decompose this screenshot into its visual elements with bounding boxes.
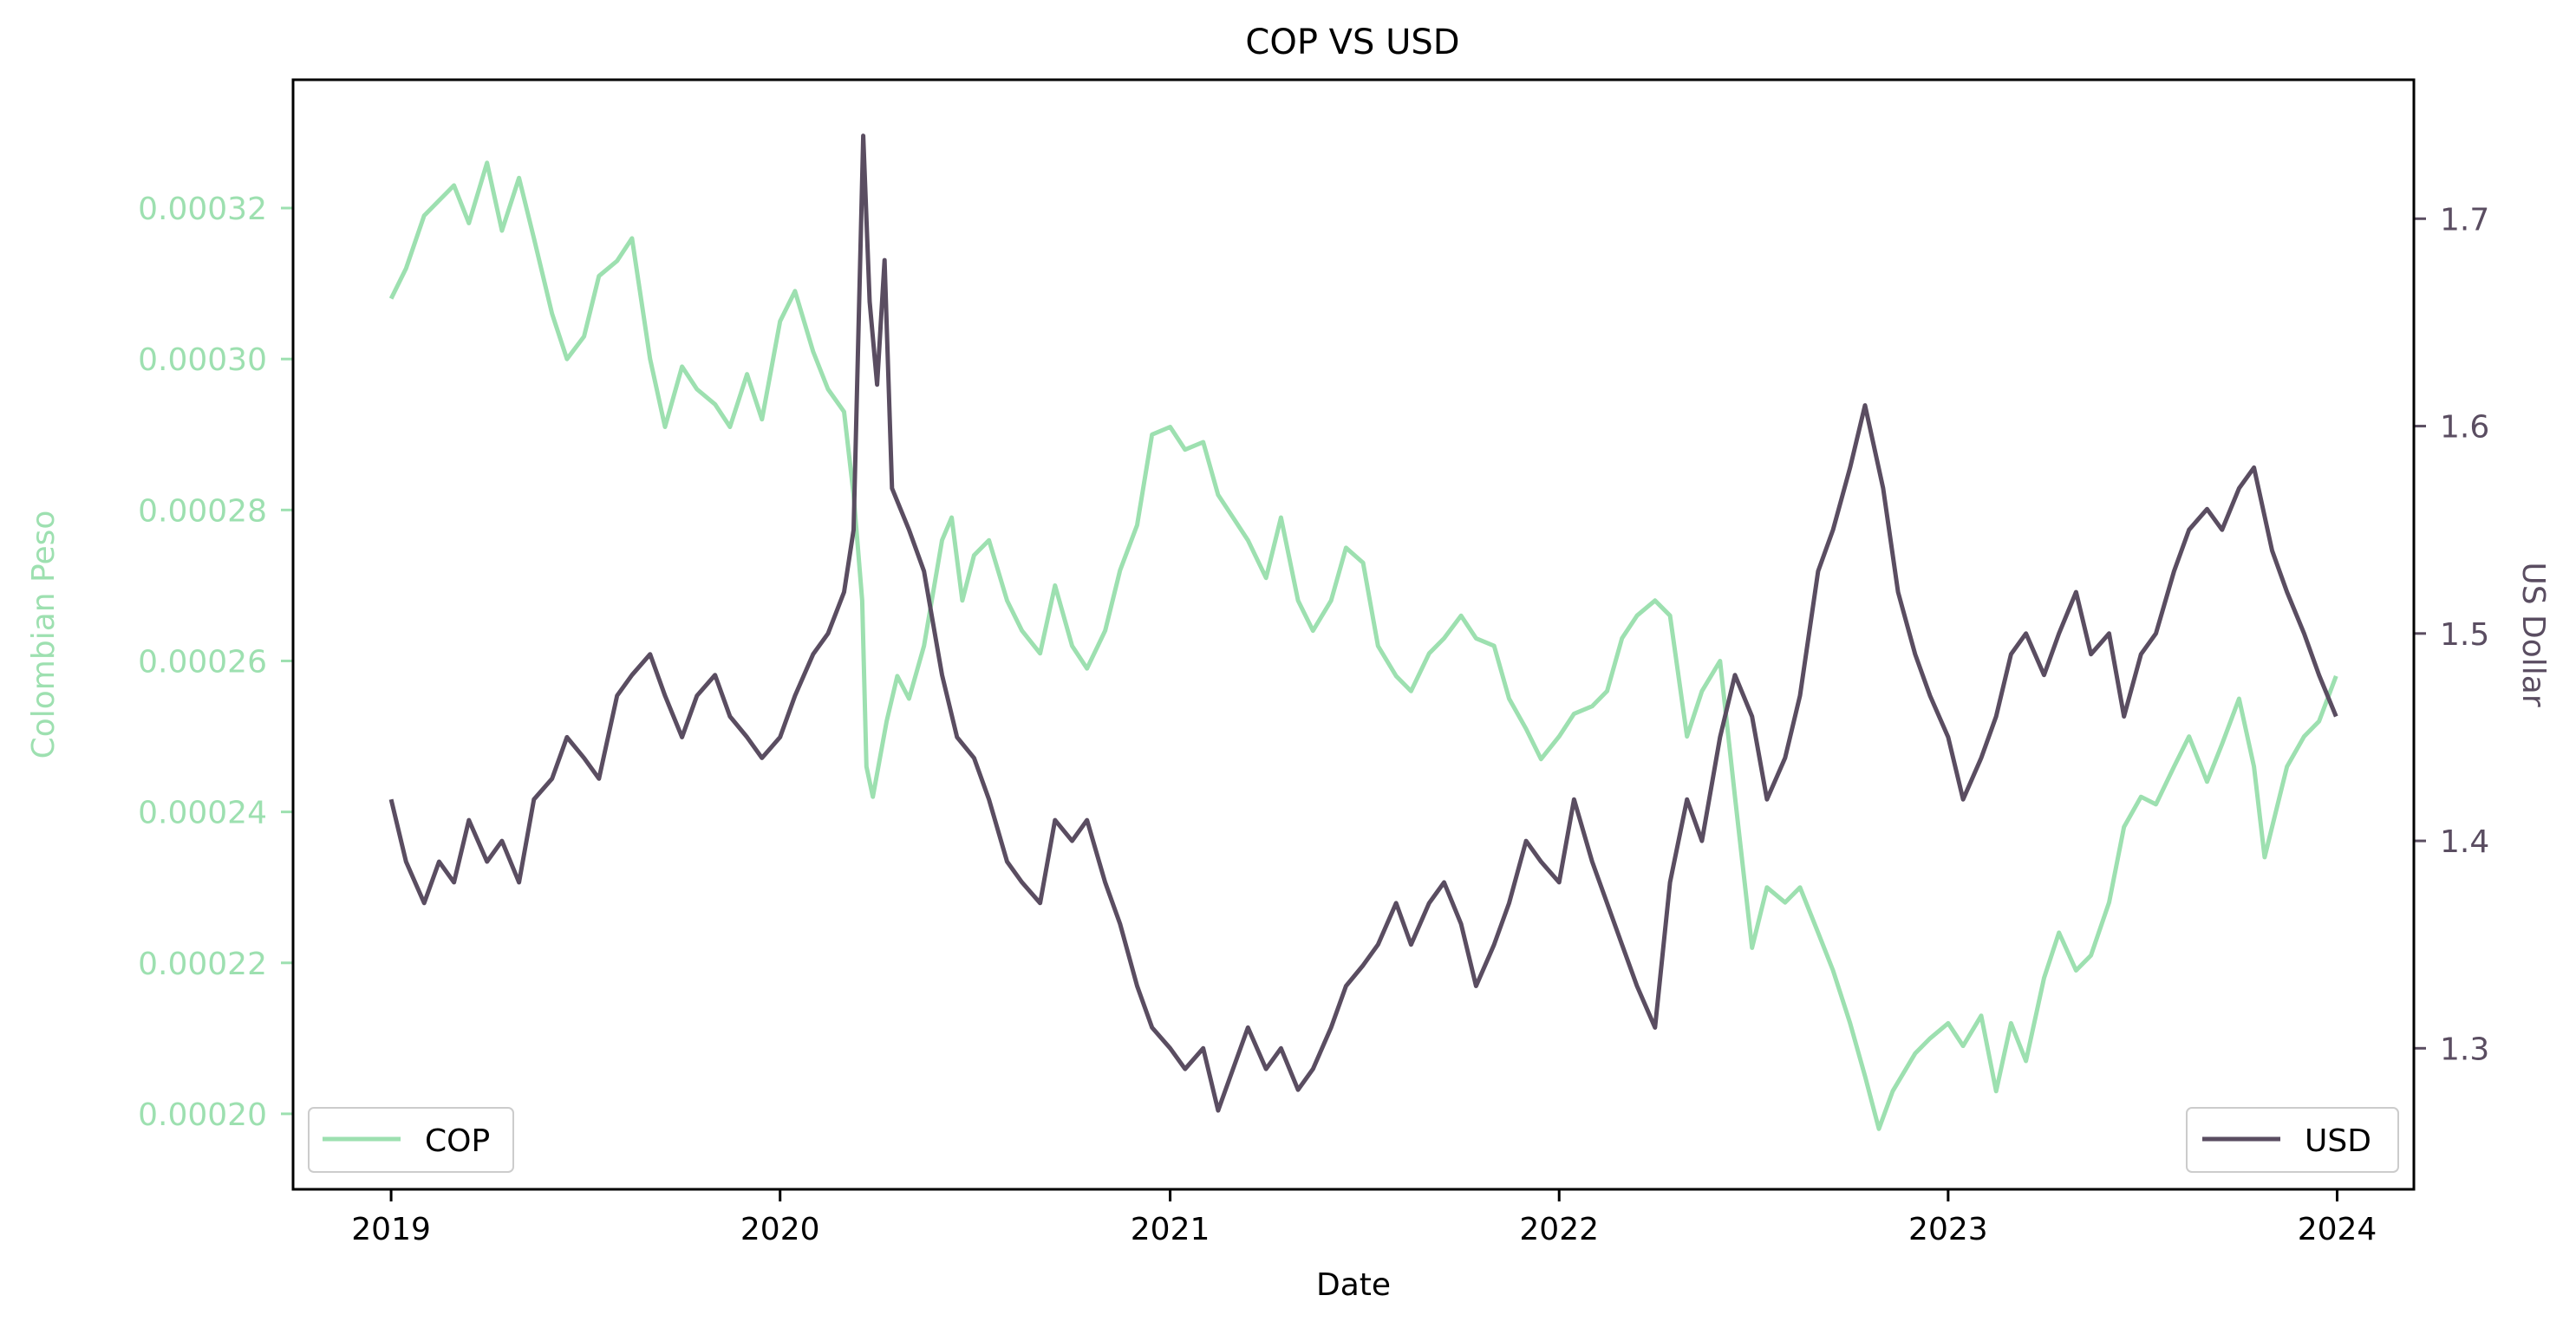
x-tick-label: 2024 bbox=[2298, 1212, 2377, 1247]
y-right-tick-label: 1.6 bbox=[2440, 410, 2489, 446]
y-left-axis-ticks: 0.00020 0.00022 0.00024 0.00026 0.00028 0.000… bbox=[138, 192, 293, 1133]
x-tick-label: 2020 bbox=[740, 1212, 820, 1247]
y-right-tick-label: 1.4 bbox=[2440, 824, 2489, 860]
series-line-cop bbox=[388, 160, 2338, 1131]
series-line-usd bbox=[388, 133, 2338, 1113]
legend-left: COP bbox=[308, 1107, 514, 1173]
x-axis-ticks: 2019 2020 2021 2022 2023 2024 bbox=[351, 1189, 2377, 1247]
x-tick-label: 2023 bbox=[1908, 1212, 1988, 1247]
x-axis-label: Date bbox=[1316, 1267, 1391, 1303]
y-left-tick-label: 0.00024 bbox=[138, 796, 267, 831]
y-left-tick-label: 0.00020 bbox=[138, 1097, 267, 1133]
x-tick-label: 2019 bbox=[351, 1212, 431, 1247]
y-right-tick-label: 1.7 bbox=[2440, 202, 2489, 238]
y-left-tick-label: 0.00022 bbox=[138, 947, 267, 982]
y-left-axis-label: Colombian Peso bbox=[26, 511, 62, 759]
y-left-tick-label: 0.00026 bbox=[138, 644, 267, 680]
legend-right-label: USD bbox=[2305, 1123, 2371, 1159]
plot-lines bbox=[388, 133, 2338, 1131]
chart-title: COP VS USD bbox=[1245, 23, 1459, 62]
legend-left-label: COP bbox=[425, 1123, 490, 1159]
y-left-tick-label: 0.00032 bbox=[138, 192, 267, 227]
y-right-axis-ticks: 1.3 1.4 1.5 1.6 1.7 bbox=[2414, 202, 2489, 1067]
legend-right: USD bbox=[2186, 1107, 2399, 1173]
plot-frame bbox=[291, 78, 2416, 1191]
y-right-axis-label: US Dollar bbox=[2515, 562, 2551, 706]
legend-left-box bbox=[308, 1107, 514, 1173]
y-right-tick-label: 1.5 bbox=[2440, 617, 2489, 653]
y-left-tick-label: 0.00030 bbox=[138, 342, 267, 378]
x-tick-label: 2021 bbox=[1131, 1212, 1210, 1247]
y-left-tick-label: 0.00028 bbox=[138, 493, 267, 529]
legend-right-box bbox=[2186, 1107, 2399, 1173]
y-right-tick-label: 1.3 bbox=[2440, 1032, 2489, 1067]
x-tick-label: 2022 bbox=[1519, 1212, 1599, 1247]
